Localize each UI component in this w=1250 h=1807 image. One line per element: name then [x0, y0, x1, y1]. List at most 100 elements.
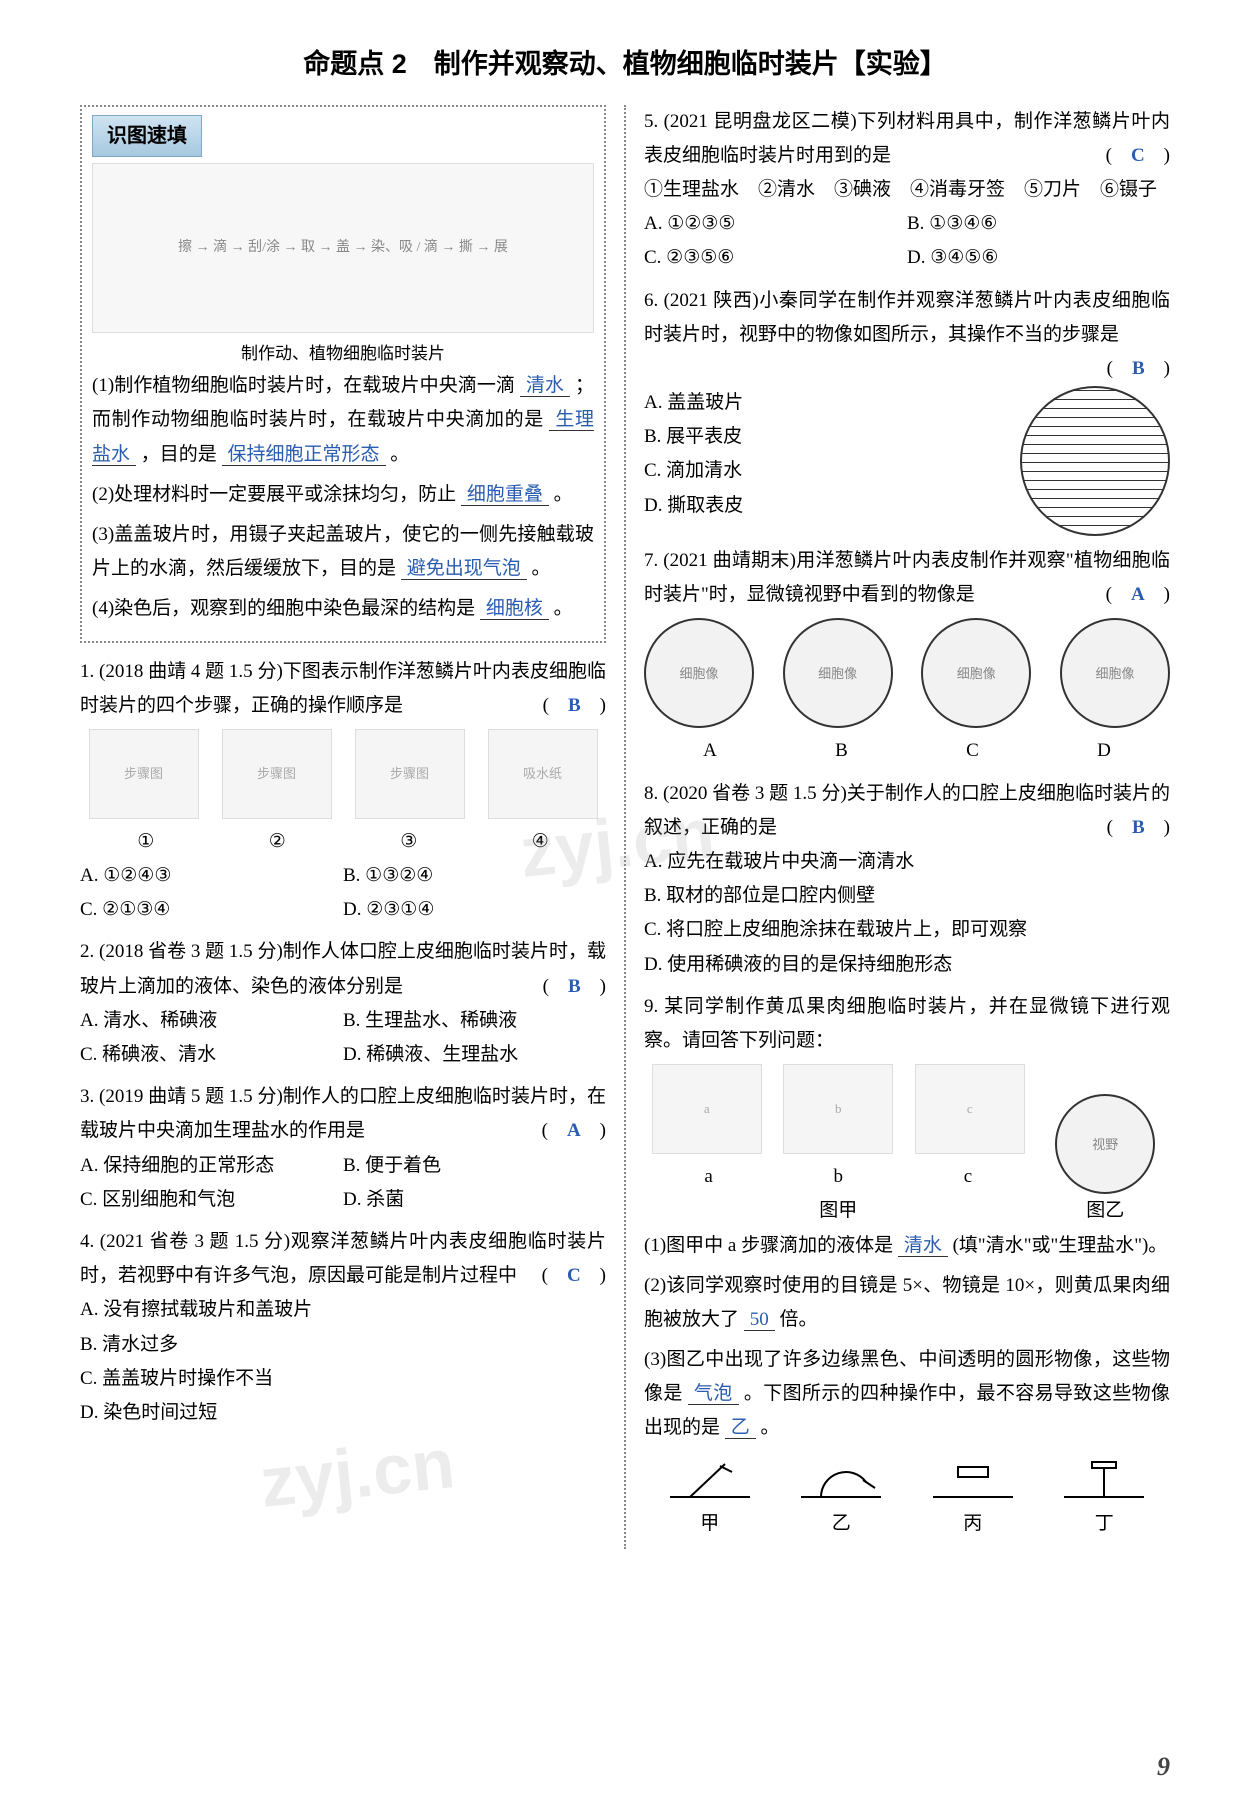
diagram-caption: 制作动、植物细胞临时装片: [92, 339, 594, 370]
q5-opt-d: D. ③④⑤⑥: [907, 241, 1170, 275]
fill-blank: 气泡: [688, 1383, 739, 1405]
q2-opt-a: A. 清水、稀碘液: [80, 1004, 343, 1038]
text: (填"清水"或"生理盐水")。: [953, 1235, 1168, 1256]
text: 。: [390, 444, 409, 465]
q2-opt-c: C. 稀碘液、清水: [80, 1038, 343, 1072]
question-7: 7. (2021 曲靖期末)用洋葱鳞片叶内表皮制作并观察"植物细胞临时装片"时，…: [644, 544, 1170, 769]
lbl: ④: [532, 825, 549, 859]
q5-stem: 5. (2021 昆明盘龙区二模)下列材料用具中，制作洋葱鳞片叶内表皮细胞临时装…: [644, 111, 1170, 166]
box-p2: (2)处理材料时一定要展平或涂抹均匀，防止 细胞重叠 。: [92, 478, 594, 512]
q5-opt-c: C. ②③⑤⑥: [644, 241, 907, 275]
lbl: D: [1097, 734, 1111, 768]
text: (1)图甲中 a 步骤滴加的液体是: [644, 1235, 893, 1256]
fill-blank: 清水: [520, 375, 570, 397]
text: (2)处理材料时一定要展平或涂抹均匀，防止: [92, 484, 456, 505]
q9-op-labels: 甲 乙 丙 丁: [644, 1507, 1170, 1541]
q3-opt-a: A. 保持细胞的正常形态: [80, 1149, 343, 1183]
lbl: 乙: [832, 1507, 851, 1541]
q1-labels: ① ② ③ ④: [80, 825, 606, 859]
q2-opt-d: D. 稀碘液、生理盐水: [343, 1038, 606, 1072]
box-p1: (1)制作植物细胞临时装片时，在载玻片中央滴一滴 清水 ；而制作动物细胞临时装片…: [92, 369, 594, 472]
q5-items: ①生理盐水 ②清水 ③碘液 ④消毒牙签 ⑤刀片 ⑥镊子: [644, 173, 1170, 207]
lbl: B: [835, 734, 848, 768]
q1-answer: B: [568, 695, 581, 716]
q9-op-figures: [644, 1452, 1170, 1507]
box-p3: (3)盖盖玻片时，用镊子夹起盖玻片，使它的一侧先接触载玻片上的水滴，然后缓缓放下…: [92, 518, 594, 586]
q4-opt-b: B. 清水过多: [80, 1328, 606, 1362]
q9-figure-jia: abc: [644, 1064, 1033, 1154]
q1-figure: 步骤图步骤图 步骤图吸水纸: [80, 729, 606, 819]
text: 。: [554, 598, 573, 619]
q8-opt-a: A. 应先在载玻片中央滴一滴清水: [644, 845, 1170, 879]
page-number: 9: [1157, 1744, 1170, 1791]
q6-stem: 6. (2021 陕西)小秦同学在制作并观察洋葱鳞片叶内表皮细胞临时装片时，视野…: [644, 290, 1170, 345]
text: 。: [761, 1417, 780, 1438]
q3-opt-b: B. 便于着色: [343, 1149, 606, 1183]
lbl: ①: [137, 825, 154, 859]
q7-answer: A: [1131, 584, 1145, 605]
q8-opt-b: B. 取材的部位是口腔内侧壁: [644, 879, 1170, 913]
q8-answer: B: [1132, 817, 1145, 838]
q3-opt-c: C. 区别细胞和气泡: [80, 1183, 343, 1217]
lbl: 丁: [1095, 1507, 1114, 1541]
q4-answer: C: [567, 1265, 581, 1286]
info-box-label: 识图速填: [92, 115, 202, 157]
question-6: 6. (2021 陕西)小秦同学在制作并观察洋葱鳞片叶内表皮细胞临时装片时，视野…: [644, 284, 1170, 537]
q8-opt-d: D. 使用稀碘液的目的是保持细胞形态: [644, 948, 1170, 982]
text: (1)制作植物细胞临时装片时，在载玻片中央滴一滴: [92, 375, 515, 396]
question-8: 8. (2020 省卷 3 题 1.5 分)关于制作人的口腔上皮细胞临时装片的叙…: [644, 777, 1170, 982]
question-1: 1. (2018 曲靖 4 题 1.5 分)下图表示制作洋葱鳞片叶内表皮细胞临时…: [80, 655, 606, 928]
q8-opt-c: C. 将口腔上皮细胞涂抹在载玻片上，即可观察: [644, 913, 1170, 947]
q4-opt-d: D. 染色时间过短: [80, 1396, 606, 1430]
lbl: A: [703, 734, 717, 768]
fill-blank: 清水: [898, 1235, 948, 1257]
box-diagram: 擦 → 滴 → 刮/涂 → 取 → 盖 → 染、吸 / 滴 → 撕 → 展: [92, 163, 594, 333]
lbl: c: [964, 1160, 972, 1194]
q7-figure: 细胞像细胞像 细胞像细胞像: [644, 618, 1170, 728]
q2-answer: B: [568, 976, 581, 997]
q3-stem: 3. (2019 曲靖 5 题 1.5 分)制作人的口腔上皮细胞临时装片时，在载…: [80, 1086, 606, 1141]
question-3: 3. (2019 曲靖 5 题 1.5 分)制作人的口腔上皮细胞临时装片时，在载…: [80, 1080, 606, 1217]
lbl: 丙: [963, 1507, 982, 1541]
question-9: 9. 某同学制作黄瓜果肉细胞临时装片，并在显微镜下进行观察。请回答下列问题： a…: [644, 990, 1170, 1541]
lbl: 甲: [700, 1507, 719, 1541]
fill-blank: 细胞重叠: [461, 484, 549, 506]
q1-stem: 1. (2018 曲靖 4 题 1.5 分)下图表示制作洋葱鳞片叶内表皮细胞临时…: [80, 661, 606, 716]
q1-opt-a: A. ①②④③: [80, 859, 343, 893]
q5-answer: C: [1131, 145, 1145, 166]
fill-blank: 保持细胞正常形态: [222, 444, 386, 466]
text: 。: [532, 558, 551, 579]
fill-blank: 细胞核: [480, 598, 549, 620]
info-box: 识图速填 擦 → 滴 → 刮/涂 → 取 → 盖 → 染、吸 / 滴 → 撕 →…: [80, 105, 606, 643]
question-2: 2. (2018 省卷 3 题 1.5 分)制作人体口腔上皮细胞临时装片时，载玻…: [80, 935, 606, 1072]
q2-opt-b: B. 生理盐水、稀碘液: [343, 1004, 606, 1038]
q6-figure: [1020, 386, 1170, 536]
text: (2)该同学观察时使用的目镜是 5×、物镜是 10×，则黄瓜果肉细胞被放大了: [644, 1275, 1170, 1330]
lbl: ③: [400, 825, 417, 859]
fill-blank: 50: [744, 1309, 775, 1331]
text: 。: [554, 484, 573, 505]
q9-p1: (1)图甲中 a 步骤滴加的液体是 清水 (填"清水"或"生理盐水")。: [644, 1229, 1170, 1263]
text: ，目的是: [141, 444, 217, 465]
q5-opt-a: A. ①②③⑤: [644, 207, 907, 241]
left-column: 识图速填 擦 → 滴 → 刮/涂 → 取 → 盖 → 染、吸 / 滴 → 撕 →…: [80, 105, 606, 1549]
section-title: 命题点 2 制作并观察动、植物细胞临时装片【实验】: [80, 40, 1170, 89]
fill-blank: 乙: [725, 1417, 756, 1439]
q4-opt-a: A. 没有擦拭载玻片和盖玻片: [80, 1293, 606, 1327]
q2-stem: 2. (2018 省卷 3 题 1.5 分)制作人体口腔上皮细胞临时装片时，载玻…: [80, 941, 606, 996]
right-column: 5. (2021 昆明盘龙区二模)下列材料用具中，制作洋葱鳞片叶内表皮细胞临时装…: [644, 105, 1170, 1549]
q9-figure-yi: 视野: [1055, 1094, 1155, 1194]
question-5: 5. (2021 昆明盘龙区二模)下列材料用具中，制作洋葱鳞片叶内表皮细胞临时装…: [644, 105, 1170, 276]
q7-labels: A B C D: [644, 734, 1170, 768]
q1-opt-d: D. ②③①④: [343, 893, 606, 927]
question-4: 4. (2021 省卷 3 题 1.5 分)观察洋葱鳞片叶内表皮细胞临时装片时，…: [80, 1225, 606, 1430]
q5-opt-b: B. ①③④⑥: [907, 207, 1170, 241]
lbl: C: [966, 734, 979, 768]
text: 倍。: [780, 1309, 818, 1330]
lbl: b: [833, 1160, 843, 1194]
q9-cap1: 图甲: [644, 1194, 1033, 1228]
q3-answer: A: [567, 1120, 581, 1141]
q4-stem: 4. (2021 省卷 3 题 1.5 分)观察洋葱鳞片叶内表皮细胞临时装片时，…: [80, 1231, 606, 1286]
q7-stem: 7. (2021 曲靖期末)用洋葱鳞片叶内表皮制作并观察"植物细胞临时装片"时，…: [644, 550, 1170, 605]
lbl: ②: [269, 825, 286, 859]
